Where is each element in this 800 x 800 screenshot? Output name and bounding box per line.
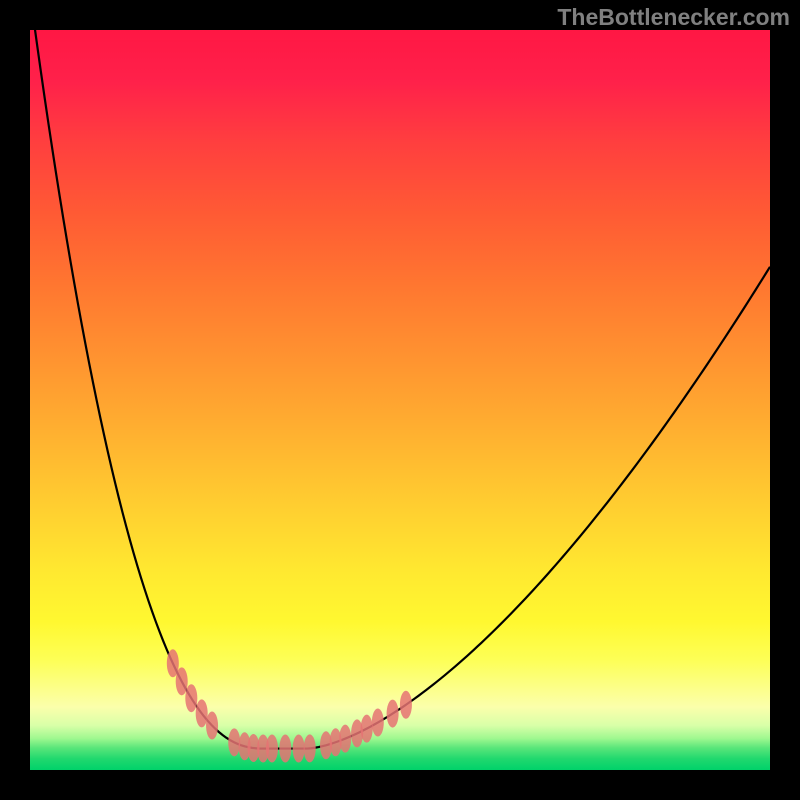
curve-marker	[304, 734, 316, 762]
heatmap-background	[30, 30, 770, 770]
curve-marker	[400, 691, 412, 719]
curve-marker	[339, 725, 351, 753]
curve-marker	[266, 735, 278, 763]
curve-marker	[372, 709, 384, 737]
curve-marker	[293, 735, 305, 763]
curve-marker	[361, 715, 373, 743]
curve-marker	[206, 712, 218, 740]
curve-marker	[196, 699, 208, 727]
curve-marker	[185, 684, 197, 712]
curve-marker	[228, 728, 240, 756]
curve-marker	[279, 735, 291, 763]
curve-marker	[387, 700, 399, 728]
curve-marker	[176, 667, 188, 695]
bottleneck-chart	[0, 0, 800, 800]
watermark-text: TheBottlenecker.com	[557, 4, 790, 31]
